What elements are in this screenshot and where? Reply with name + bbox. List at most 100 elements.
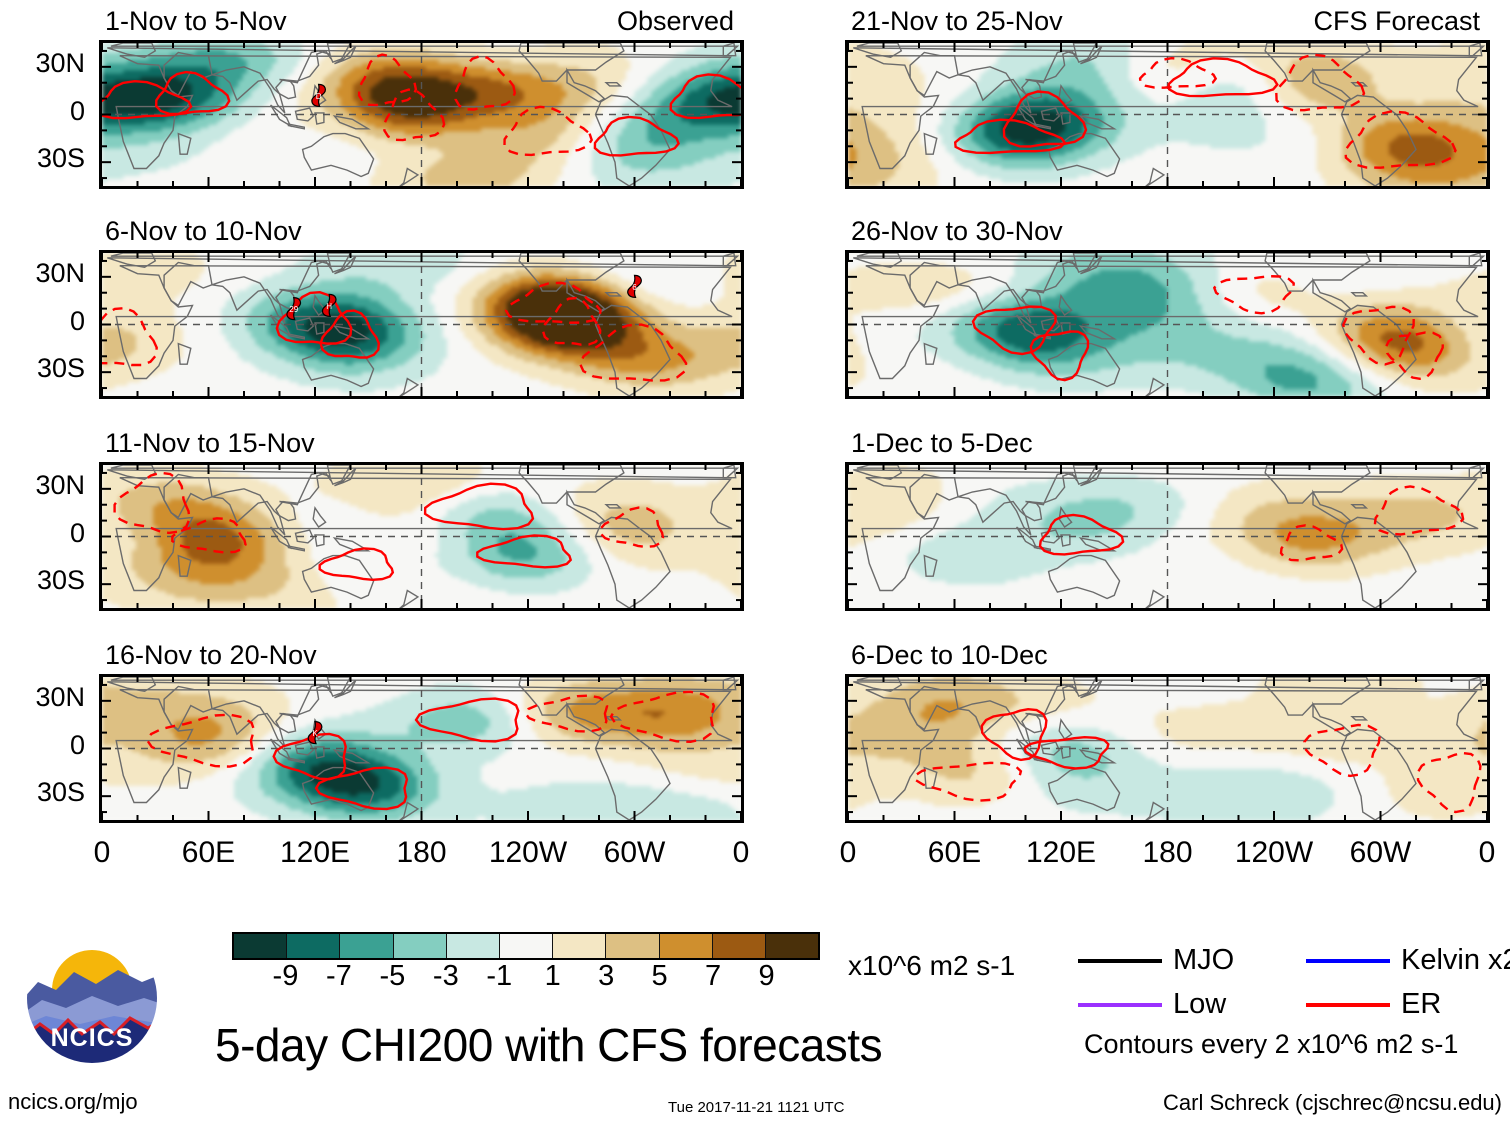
map-panel: 29 H 6 <box>99 250 744 399</box>
colorbar-swatch <box>553 934 607 958</box>
x-axis-label: 60E <box>928 838 981 868</box>
shaded-field <box>848 677 1487 820</box>
shaded-field <box>848 43 1487 186</box>
map-panel <box>845 250 1490 399</box>
reference-lines <box>102 465 741 608</box>
panel-title: 1-Dec to 5-Dec <box>851 430 1033 457</box>
column-header: Observed <box>617 8 734 35</box>
map-panel: D <box>99 40 744 189</box>
legend-label-er: ER <box>1401 990 1441 1019</box>
coastlines <box>853 465 1486 608</box>
er-wave-contours <box>1038 485 1465 562</box>
tropical-cyclone-markers: D <box>311 83 326 108</box>
footer-author: Carl Schreck (cjschrec@ncsu.edu) <box>1163 1092 1502 1114</box>
axis-ticks <box>102 677 741 820</box>
x-axis-label: 180 <box>1142 838 1192 868</box>
colorbar-swatch <box>446 934 500 958</box>
legend-label-mjo: MJO <box>1173 946 1234 975</box>
panel-title: 16-Nov to 20-Nov <box>105 642 317 669</box>
x-axis-label: 0 <box>1479 838 1496 868</box>
colorbar-tick: -9 <box>273 962 299 991</box>
wave-legend: MJO Kelvin x2 Low ER <box>1078 946 1510 1066</box>
legend-item-kelvin: Kelvin x2 <box>1306 946 1510 975</box>
colorbar-swatch <box>287 934 341 958</box>
legend-label-kelvin: Kelvin x2 <box>1401 946 1510 975</box>
y-axis-label: 30S <box>7 145 85 172</box>
panel-title: 26-Nov to 30-Nov <box>851 218 1063 245</box>
page-title: 5-day CHI200 with CFS forecasts <box>215 1020 883 1070</box>
y-axis-label: 30N <box>7 49 85 77</box>
reference-lines <box>848 677 1487 820</box>
legend-item-low: Low <box>1078 990 1226 1019</box>
er-line-icon <box>1306 1002 1390 1007</box>
colorbar-swatch <box>340 934 394 958</box>
colorbar-swatch <box>606 934 660 958</box>
x-axis-label: 60W <box>1350 838 1412 868</box>
footer-timestamp: Tue 2017-11-21 1121 UTC <box>668 1098 845 1118</box>
er-wave-contours <box>971 274 1445 382</box>
colorbar-swatch <box>393 934 447 958</box>
colorbar-swatch <box>234 934 288 958</box>
coastlines <box>107 253 740 396</box>
colorbar-tick-labels: -9 -7 -5 -3 -1 1 3 5 7 9 <box>232 962 820 994</box>
axis-ticks <box>848 677 1487 820</box>
er-wave-contours <box>914 707 1482 814</box>
y-axis-label: 30S <box>7 355 85 382</box>
axis-ticks <box>848 253 1487 396</box>
y-axis-label: 0 <box>7 731 85 759</box>
kelvin-line-icon <box>1306 958 1390 963</box>
shaded-field <box>102 43 741 186</box>
colorbar-tick: -1 <box>486 962 512 991</box>
x-axis-label: 0 <box>733 838 750 868</box>
x-axis-label: 60E <box>182 838 235 868</box>
x-axis-label: 0 <box>840 838 857 868</box>
axis-ticks <box>848 43 1487 186</box>
map-panel: K <box>99 674 744 823</box>
coastlines <box>107 677 740 820</box>
y-axis-label: 30S <box>7 567 85 594</box>
shaded-field <box>848 253 1487 396</box>
logo-label: NCICS <box>22 1024 162 1053</box>
contour-interval-note: Contours every 2 x10^6 m2 s-1 <box>1084 1031 1458 1058</box>
y-axis-label: 0 <box>7 97 85 125</box>
colorbar-tick: -3 <box>433 962 459 991</box>
footer-website[interactable]: ncics.org/mjo <box>8 1091 138 1113</box>
low-line-icon <box>1078 1002 1162 1007</box>
axis-ticks <box>102 253 741 396</box>
map-panel <box>845 40 1490 189</box>
shaded-field <box>102 465 741 608</box>
x-axis-label: 180 <box>396 838 446 868</box>
er-wave-contours <box>113 471 665 582</box>
colorbar-tick: 7 <box>705 962 721 991</box>
panel-title: 6-Nov to 10-Nov <box>105 218 302 245</box>
axis-ticks <box>848 465 1487 608</box>
x-axis-label: 120E <box>280 838 350 868</box>
panel-title: 6-Dec to 10-Dec <box>851 642 1048 669</box>
y-axis-label: 30N <box>7 259 85 287</box>
reference-lines <box>102 253 741 396</box>
legend-item-er: ER <box>1306 990 1441 1019</box>
legend-item-mjo: MJO <box>1078 946 1234 975</box>
panel-title: 11-Nov to 15-Nov <box>105 430 315 457</box>
x-axis-label: 0 <box>94 838 111 868</box>
reference-lines <box>848 465 1487 608</box>
x-axis-label: 120W <box>489 838 567 868</box>
panel-title: 21-Nov to 25-Nov <box>851 8 1063 35</box>
tropical-cyclone-markers: 29 H6 <box>286 274 642 321</box>
coastlines <box>853 677 1486 820</box>
reference-lines <box>102 677 741 820</box>
y-axis-label: 0 <box>7 307 85 335</box>
reference-lines <box>848 253 1487 396</box>
colorbar-swatch <box>765 934 819 958</box>
colorbar-swatch <box>659 934 713 958</box>
colorbar-tick: 1 <box>545 962 561 991</box>
colorbar <box>232 932 820 960</box>
reference-lines <box>848 43 1487 186</box>
shaded-field <box>102 253 741 396</box>
y-axis-label: 30N <box>7 683 85 711</box>
y-axis-label: 0 <box>7 519 85 547</box>
colorbar-swatch <box>712 934 766 958</box>
panel-title: 1-Nov to 5-Nov <box>105 8 287 35</box>
legend-label-low: Low <box>1173 990 1226 1019</box>
